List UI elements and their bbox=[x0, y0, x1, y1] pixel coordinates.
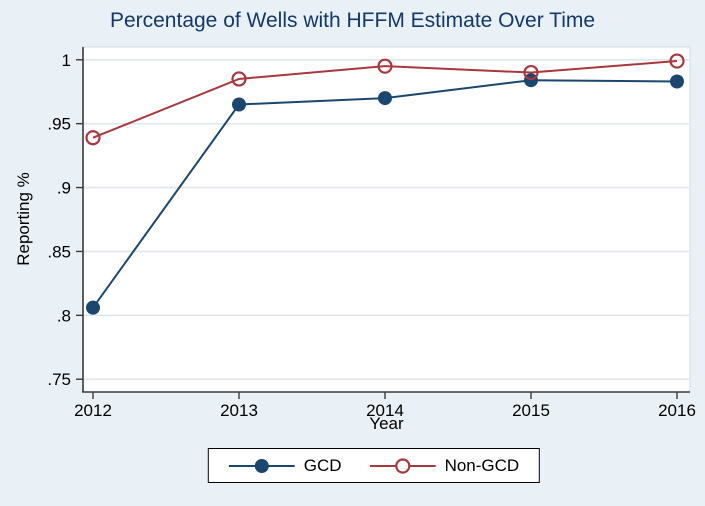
data-point-marker bbox=[523, 64, 539, 81]
series-non-gcd bbox=[85, 53, 685, 146]
data-point-marker bbox=[86, 300, 100, 315]
legend-label-gcd: GCD bbox=[303, 455, 342, 475]
data-point-marker bbox=[670, 74, 684, 89]
plot-region bbox=[82, 46, 691, 393]
y-tick-label: 1 bbox=[62, 51, 71, 70]
axes bbox=[82, 47, 690, 393]
x-axis-title: Year bbox=[369, 414, 404, 433]
data-point-marker bbox=[669, 53, 685, 69]
y-tick-label: .9 bbox=[57, 179, 71, 198]
chart-title: Percentage of Wells with HFFM Estimate O… bbox=[109, 9, 596, 32]
series-gcd bbox=[86, 73, 684, 315]
y-tick-label: .8 bbox=[57, 306, 71, 325]
legend: GCD Non-GCD bbox=[207, 448, 541, 483]
x-tick-label: 2013 bbox=[220, 401, 258, 420]
y-tick-label: .85 bbox=[47, 242, 71, 261]
x-tick-label: 2016 bbox=[658, 401, 696, 420]
y-tick-label: .75 bbox=[47, 370, 71, 389]
x-tick-label: 2012 bbox=[74, 401, 112, 420]
gcd-line-marker-swatch bbox=[228, 458, 295, 473]
data-point-marker bbox=[231, 71, 247, 87]
x-tick-label: 2014 bbox=[366, 401, 404, 420]
y-tick-label: .95 bbox=[47, 115, 71, 134]
non-gcd-line-marker-swatch bbox=[369, 457, 436, 474]
legend-entry-non-gcd: Non-GCD bbox=[369, 455, 520, 476]
legend-label-non-gcd: Non-GCD bbox=[444, 455, 520, 475]
y-axis-ticks: 1 .95 .9 .85 .8 .75 bbox=[47, 51, 83, 389]
x-axis-ticks: 2012 2013 2014 2015 2016 bbox=[74, 392, 696, 420]
data-point-marker bbox=[232, 97, 246, 112]
data-point-marker bbox=[377, 58, 393, 74]
data-point-marker bbox=[85, 130, 101, 146]
x-tick-label: 2015 bbox=[512, 401, 550, 420]
legend-entry-gcd: GCD bbox=[228, 455, 342, 476]
data-point-marker bbox=[378, 91, 392, 106]
